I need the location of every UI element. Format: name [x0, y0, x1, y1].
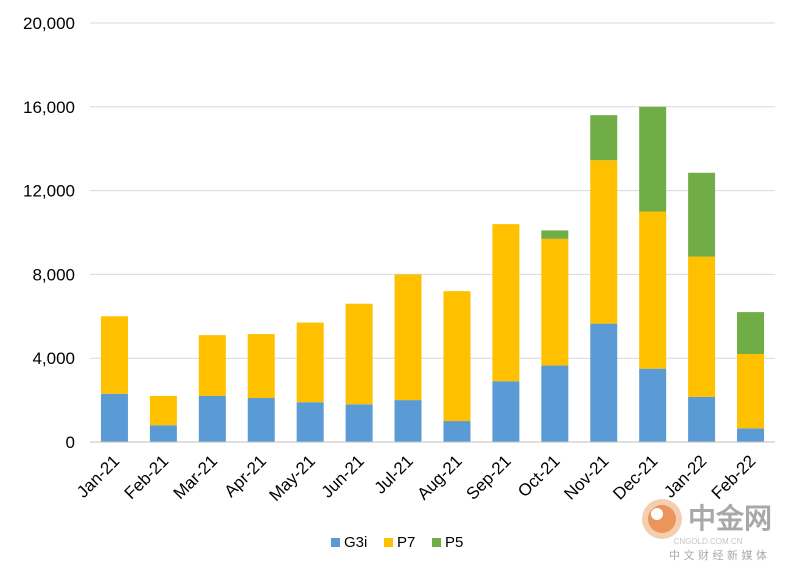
- bar-g3i-feb-22: [737, 428, 765, 442]
- bar-g3i-jul-21: [394, 400, 422, 442]
- x-tick-label: Jul-21: [371, 451, 417, 497]
- y-tick-label: 4,000: [32, 349, 75, 368]
- legend-swatch-p5: [432, 538, 441, 547]
- legend-swatch-p7: [384, 538, 393, 547]
- bar-g3i-nov-21: [590, 323, 618, 442]
- watermark-url: CNGOLD.COM.CN: [674, 537, 743, 546]
- bar-p7-jun-21: [345, 303, 373, 405]
- y-tick-label: 8,000: [32, 265, 75, 284]
- x-tick-label: May-21: [265, 451, 319, 505]
- bar-p7-nov-21: [590, 160, 618, 324]
- bar-p5-jan-22: [688, 172, 716, 257]
- bar-g3i-oct-21: [541, 365, 569, 442]
- y-tick-label: 12,000: [23, 182, 75, 201]
- bar-p7-oct-21: [541, 238, 569, 366]
- bar-p7-jan-21: [100, 316, 128, 394]
- bar-g3i-apr-21: [247, 398, 275, 442]
- bar-g3i-jan-22: [688, 396, 716, 442]
- bar-p7-apr-21: [247, 334, 275, 399]
- legend-label-p7: P7: [397, 534, 415, 551]
- bar-p5-dec-21: [639, 106, 667, 212]
- bar-g3i-may-21: [296, 402, 324, 442]
- legend-swatch-g3i: [331, 538, 340, 547]
- bar-p5-nov-21: [590, 115, 618, 161]
- x-tick-label: Mar-21: [170, 451, 222, 503]
- legend-label-p5: P5: [445, 534, 463, 551]
- gridlines: [90, 22, 775, 359]
- bar-g3i-jun-21: [345, 404, 373, 442]
- x-tick-label: Apr-21: [221, 451, 271, 501]
- y-axis-ticks: 0 4,000 8,000 12,000 16,000 20,000: [23, 14, 75, 452]
- bar-p7-may-21: [296, 322, 324, 403]
- bar-p7-sep-21: [492, 224, 520, 382]
- watermark-tagline: 中 文 财 经 新 媒 体: [669, 548, 767, 562]
- bar-p5-feb-22: [737, 312, 765, 355]
- bar-g3i-sep-21: [492, 381, 520, 442]
- bar-g3i-dec-21: [639, 368, 667, 442]
- x-tick-label: Feb-22: [708, 451, 760, 503]
- x-tick-label: Dec-21: [609, 451, 661, 503]
- bar-p7-jan-22: [688, 256, 716, 397]
- bar-g3i-aug-21: [443, 421, 471, 442]
- bar-p7-mar-21: [198, 335, 226, 396]
- y-tick-label: 0: [66, 433, 75, 452]
- bars: [100, 106, 765, 442]
- x-tick-label: Sep-21: [463, 451, 515, 503]
- bar-p7-feb-21: [149, 395, 177, 426]
- y-tick-label: 20,000: [23, 14, 75, 33]
- watermark: 中金网 CNGOLD.COM.CN 中 文 财 经 新 媒 体: [642, 499, 772, 562]
- legend: G3i P7 P5: [331, 534, 463, 551]
- bar-p7-aug-21: [443, 291, 471, 422]
- cngold-logo-icon: [642, 499, 682, 539]
- legend-label-g3i: G3i: [344, 534, 367, 551]
- x-tick-label: Nov-21: [560, 451, 612, 503]
- bar-p7-jul-21: [394, 274, 422, 401]
- x-tick-label: Jun-21: [318, 451, 368, 501]
- x-tick-label: Jan-21: [73, 451, 123, 501]
- x-tick-label: Aug-21: [414, 451, 466, 503]
- x-tick-label: Feb-21: [121, 451, 173, 503]
- bar-g3i-mar-21: [198, 395, 226, 442]
- y-tick-label: 16,000: [23, 98, 75, 117]
- bar-g3i-feb-21: [149, 425, 177, 442]
- bar-p7-feb-22: [737, 354, 765, 429]
- watermark-brand: 中金网: [688, 502, 772, 535]
- bar-g3i-jan-21: [100, 393, 128, 442]
- x-tick-label: Oct-21: [514, 451, 564, 501]
- bar-p5-oct-21: [541, 230, 569, 239]
- bar-p7-dec-21: [639, 211, 667, 369]
- x-tick-label: Jan-22: [660, 451, 710, 501]
